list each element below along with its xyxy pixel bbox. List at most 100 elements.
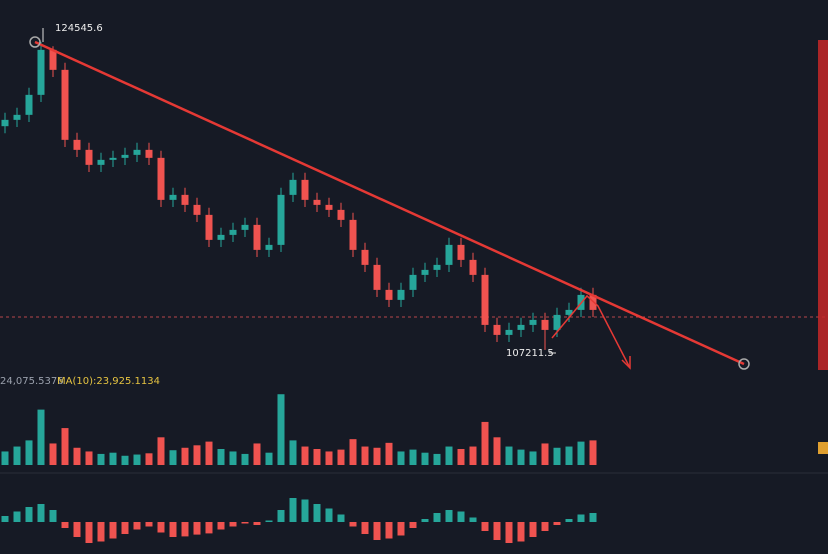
- volume-bar: [481, 421, 489, 465]
- candle-body: [337, 209, 345, 220]
- candle-body: [493, 324, 501, 335]
- candle-body: [1, 119, 9, 127]
- arrow-head: [621, 356, 631, 370]
- macd-bar: [397, 522, 405, 536]
- ma-label: MA(10):23,925.1134: [57, 376, 160, 387]
- volume-label: 24,075.5376: [0, 376, 64, 387]
- volume-bar: [493, 437, 501, 465]
- volume-bar: [349, 439, 357, 465]
- macd-bar: [145, 522, 153, 527]
- candle-body: [301, 179, 309, 200]
- candle-body: [457, 244, 465, 260]
- volume-bar: [13, 446, 21, 465]
- volume-bar: [181, 447, 189, 465]
- volume-bar: [397, 451, 405, 465]
- volume-bar: [385, 442, 393, 465]
- volume-bar: [205, 441, 213, 465]
- volume-bar: [373, 447, 381, 465]
- candle-body: [73, 139, 81, 150]
- macd-bar: [277, 510, 285, 522]
- candle-body: [217, 234, 225, 240]
- macd-bar: [253, 522, 261, 525]
- volume-bar: [577, 441, 585, 465]
- macd-bar: [181, 522, 189, 537]
- candle-body: [517, 324, 525, 330]
- macd-bar: [421, 519, 429, 522]
- volume-bar: [1, 451, 9, 465]
- volume-bar: [157, 437, 165, 465]
- macd-bar: [469, 517, 477, 522]
- macd-bar: [37, 504, 45, 522]
- volume-bar: [25, 440, 33, 465]
- macd-bar: [25, 507, 33, 522]
- volume-bar: [37, 409, 45, 465]
- candle-body: [433, 264, 441, 270]
- candle-body: [85, 149, 93, 165]
- candle-body: [133, 149, 141, 155]
- macd-bar: [445, 510, 453, 522]
- macd-bar: [109, 522, 117, 539]
- macd-bar: [481, 522, 489, 531]
- volume-bar: [121, 455, 129, 465]
- macd-bar: [121, 522, 129, 534]
- macd-bar: [517, 522, 525, 542]
- candle-body: [277, 194, 285, 245]
- macd-bar: [385, 522, 393, 539]
- candle-body: [265, 244, 273, 250]
- volume-bar: [529, 451, 537, 465]
- volume-bar: [277, 394, 285, 465]
- trend-line: [34, 40, 745, 366]
- volume-bar: [265, 452, 273, 465]
- macd-bar: [193, 522, 201, 535]
- trend-anchor: [738, 358, 750, 370]
- candle-body: [97, 159, 105, 165]
- macd-bar: [493, 522, 501, 540]
- macd-bar: [361, 522, 369, 534]
- candle-body: [145, 149, 153, 158]
- candle-body: [205, 214, 213, 240]
- macd-bar: [349, 522, 357, 527]
- volume-bar: [97, 453, 105, 465]
- volume-bar: [421, 452, 429, 465]
- candle-body: [193, 204, 201, 215]
- macd-bar: [61, 522, 69, 528]
- candle-body: [241, 224, 249, 230]
- volume-bar: [469, 446, 477, 465]
- volume-bar: [505, 446, 513, 465]
- candle-body: [373, 264, 381, 290]
- macd-bar: [409, 522, 417, 528]
- volume-bar: [145, 453, 153, 465]
- volume-bar: [337, 449, 345, 465]
- macd-bar: [457, 511, 465, 522]
- candle-body: [181, 194, 189, 205]
- candle-body: [541, 319, 549, 330]
- macd-bar: [589, 513, 597, 522]
- candle-body: [229, 229, 237, 235]
- candle-body: [385, 289, 393, 300]
- volume-bar: [169, 450, 177, 465]
- macd-bar: [289, 498, 297, 522]
- macd-bar: [241, 522, 249, 524]
- volume-bar: [325, 451, 333, 465]
- macd-bar: [133, 522, 141, 530]
- volume-bar: [289, 440, 297, 465]
- macd-bar: [541, 522, 549, 531]
- volume-bar: [229, 451, 237, 465]
- candle-body: [325, 204, 333, 210]
- candle-body: [25, 94, 33, 115]
- volume-bar: [313, 449, 321, 465]
- macd-bar: [157, 522, 165, 533]
- candle-body: [469, 259, 477, 275]
- volume-bar: [61, 428, 69, 465]
- candle-body: [565, 309, 573, 315]
- macd-bar: [529, 522, 537, 537]
- candle-body: [349, 219, 357, 250]
- candle-body: [409, 274, 417, 290]
- candle-body: [529, 319, 537, 325]
- volume-bar: [193, 445, 201, 465]
- volume-bar: [541, 443, 549, 465]
- macd-bar: [217, 522, 225, 530]
- macd-bar: [97, 522, 105, 542]
- candle-body: [37, 49, 45, 95]
